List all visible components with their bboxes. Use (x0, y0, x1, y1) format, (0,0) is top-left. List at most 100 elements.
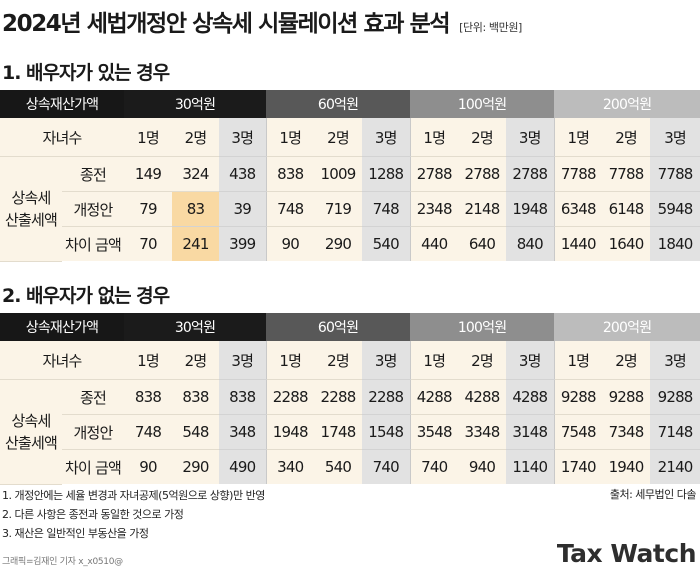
value-cell: 740 (362, 449, 411, 484)
value-cell: 2288 (362, 379, 411, 415)
value-cell: 3148 (506, 414, 555, 450)
value-cell: 838 (124, 379, 173, 415)
value-cell: 340 (266, 449, 315, 484)
value-cell: 2788 (410, 156, 459, 192)
children-cell: 3명 (362, 118, 411, 157)
value-cell: 9288 (602, 379, 651, 415)
table-no-spouse: 상속재산가액 30억원 60억원 100억원 200억원 자녀수 1명 2명 3… (0, 313, 700, 485)
value-cell: 838 (219, 379, 267, 415)
row-label: 종전 (62, 156, 125, 192)
children-cell: 3명 (650, 341, 700, 380)
value-cell: 3348 (458, 414, 507, 450)
tax-group-label-line2: 산출세액 (4, 210, 58, 229)
source-note: 출처: 세무법인 다솔 (609, 488, 697, 501)
value-cell: 7148 (650, 414, 700, 450)
value-cell: 1840 (650, 226, 700, 261)
asset-header-label: 상속재산가액 (0, 90, 125, 118)
value-cell: 399 (219, 226, 267, 261)
value-cell: 324 (172, 156, 220, 192)
value-cell: 4288 (506, 379, 555, 415)
children-cell: 2명 (602, 341, 651, 380)
children-cell: 3명 (506, 341, 555, 380)
value-cell: 490 (219, 449, 267, 484)
value-cell: 1140 (506, 449, 555, 484)
row-label: 개정안 (62, 191, 125, 227)
value-cell: 1288 (362, 156, 411, 192)
value-cell: 640 (458, 226, 507, 261)
children-cell: 2명 (314, 118, 363, 157)
asset-100: 100억원 (410, 313, 555, 341)
value-cell: 1009 (314, 156, 363, 192)
value-cell: 748 (266, 191, 315, 227)
row-label: 차이 금액 (62, 449, 125, 484)
value-cell: 840 (506, 226, 555, 261)
children-cell: 3명 (506, 118, 555, 157)
value-cell-highlighted: 83 (172, 191, 220, 227)
value-cell: 748 (124, 414, 173, 450)
value-cell-highlighted: 241 (172, 226, 220, 261)
row-label: 종전 (62, 379, 125, 415)
value-cell: 290 (172, 449, 220, 484)
value-cell: 39 (219, 191, 267, 227)
children-cell: 3명 (362, 341, 411, 380)
value-cell: 2288 (314, 379, 363, 415)
value-cell: 2148 (458, 191, 507, 227)
children-cell: 1명 (266, 118, 315, 157)
children-cell: 2명 (602, 118, 651, 157)
children-cell: 2명 (314, 341, 363, 380)
footnote: 3. 재산은 일반적인 부동산을 가정 (2, 527, 149, 540)
value-cell: 1748 (314, 414, 363, 450)
value-cell: 9288 (650, 379, 700, 415)
table-row-revised: 개정안 79 83 39 748 719 748 2348 2148 1948 … (0, 191, 700, 227)
taxwatch-logo: Tax Watch (556, 539, 697, 568)
value-cell: 149 (124, 156, 173, 192)
footnotes: 1. 개정안에는 세율 변경과 자녀공제(5억원으로 상향)만 반영 2. 다른… (2, 486, 265, 543)
table-row-difference: 차이 금액 90 290 490 340 540 740 740 940 114… (0, 449, 700, 484)
value-cell: 1440 (554, 226, 603, 261)
children-cell: 1명 (124, 341, 173, 380)
value-cell: 4288 (410, 379, 459, 415)
value-cell: 4288 (458, 379, 507, 415)
value-cell: 5948 (650, 191, 700, 227)
children-cell: 2명 (172, 118, 220, 157)
tax-group-label-line1: 상속세 (11, 188, 51, 207)
tax-group-label: 상속세 산출세액 (0, 379, 62, 485)
table-row-revised: 개정안 748 548 348 1948 1748 1548 3548 3348… (0, 414, 700, 450)
children-cell: 3명 (219, 118, 267, 157)
value-cell: 438 (219, 156, 267, 192)
children-cell: 1명 (410, 118, 459, 157)
footnote: 1. 개정안에는 세율 변경과 자녀공제(5억원으로 상향)만 반영 (2, 489, 265, 502)
section-heading-spouse: 1. 배우자가 있는 경우 (2, 62, 170, 84)
children-cell: 1명 (554, 341, 603, 380)
value-cell: 940 (458, 449, 507, 484)
row-label: 차이 금액 (62, 226, 125, 261)
value-cell: 1548 (362, 414, 411, 450)
value-cell: 79 (124, 191, 173, 227)
value-cell: 7548 (554, 414, 603, 450)
value-cell: 2288 (266, 379, 315, 415)
value-cell: 6348 (554, 191, 603, 227)
value-cell: 838 (172, 379, 220, 415)
children-cell: 2명 (458, 118, 507, 157)
value-cell: 2140 (650, 449, 700, 484)
graphic-credit: 그래픽=김재인 기자 x_x0510@ (2, 557, 123, 567)
footnote: 2. 다른 사항은 종전과 동일한 것으로 가정 (2, 508, 184, 521)
section-heading-no-spouse: 2. 배우자가 없는 경우 (2, 285, 170, 307)
asset-100: 100억원 (410, 90, 555, 118)
value-cell: 1948 (266, 414, 315, 450)
value-cell: 2348 (410, 191, 459, 227)
children-label: 자녀수 (0, 118, 125, 157)
tax-group-label-line2: 산출세액 (4, 433, 58, 452)
children-row: 자녀수 1명 2명 3명 1명 2명 3명 1명 2명 3명 1명 2명 3명 (0, 341, 700, 380)
asset-30: 30억원 (124, 90, 267, 118)
value-cell: 6148 (602, 191, 651, 227)
value-cell: 540 (362, 226, 411, 261)
value-cell: 9288 (554, 379, 603, 415)
unit-label: [단위: 백만원] (459, 21, 522, 34)
value-cell: 90 (124, 449, 173, 484)
value-cell: 290 (314, 226, 363, 261)
value-cell: 7788 (554, 156, 603, 192)
title-bar: 2024년 세법개정안 상속세 시뮬레이션 효과 분석 [단위: 백만원] (2, 4, 522, 38)
table-row-difference: 차이 금액 70 241 399 90 290 540 440 640 840 … (0, 226, 700, 261)
tax-group-label-line1: 상속세 (11, 411, 51, 430)
